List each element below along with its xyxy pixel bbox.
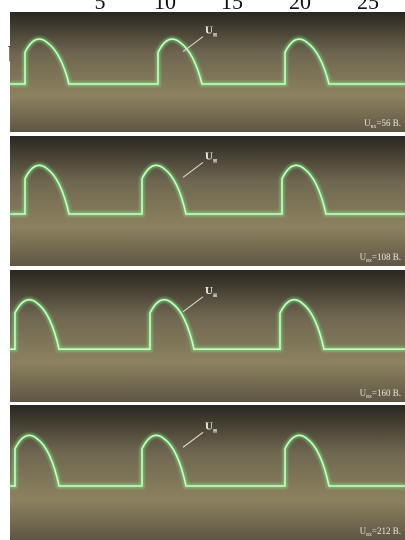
curve-label: Uн	[205, 150, 217, 164]
axis-label: 20	[289, 0, 311, 14]
screen	[10, 270, 405, 402]
curve-label-sub: н	[213, 291, 217, 299]
input-label-rest: =160 В.	[372, 388, 401, 398]
curve-label-sub: н	[213, 426, 217, 434]
input-label-rest: =56 В.	[376, 118, 401, 128]
axis-label: 15	[221, 0, 243, 14]
curve-label: Uн	[205, 420, 217, 434]
waveform	[10, 434, 405, 487]
curve-label-main: U	[205, 420, 213, 432]
axis-label: 25	[357, 0, 379, 14]
input-label-sub: вх	[366, 258, 372, 264]
waveform	[10, 164, 405, 215]
input-label-sub: вх	[371, 124, 377, 130]
axis-label: 10	[154, 0, 176, 14]
input-label-main: U	[360, 252, 367, 262]
screen	[10, 136, 405, 266]
curve-label-main: U	[205, 285, 213, 297]
axis-label: 5	[95, 0, 106, 14]
input-label: Uвх=212 В.	[360, 526, 401, 538]
curve-label-sub: н	[213, 156, 217, 164]
input-label-sub: вх	[366, 532, 372, 538]
input-label-rest: =212 В.	[372, 526, 401, 536]
input-label-main: U	[360, 526, 367, 536]
input-label-rest: =108 В.	[372, 252, 401, 262]
curve-label-main: U	[205, 25, 213, 37]
curve-label: Uн	[205, 25, 217, 39]
waveform	[10, 298, 405, 350]
screen	[10, 405, 405, 540]
pointer	[182, 161, 204, 178]
input-label: Uвх=160 В.	[360, 388, 401, 400]
curve-label-main: U	[205, 150, 213, 162]
pointer	[182, 296, 204, 313]
pointer	[182, 36, 204, 52]
waveform	[10, 38, 405, 85]
curve-label-sub: н	[213, 31, 217, 39]
input-label-main: U	[360, 388, 367, 398]
screen	[10, 12, 405, 132]
curve-label: Uн	[205, 285, 217, 299]
input-label: Uвх=56 В.	[364, 118, 401, 130]
input-label-main: U	[364, 118, 371, 128]
pointer	[182, 431, 204, 448]
input-label-sub: вх	[366, 394, 372, 400]
input-label: Uвх=108 В.	[360, 252, 401, 264]
